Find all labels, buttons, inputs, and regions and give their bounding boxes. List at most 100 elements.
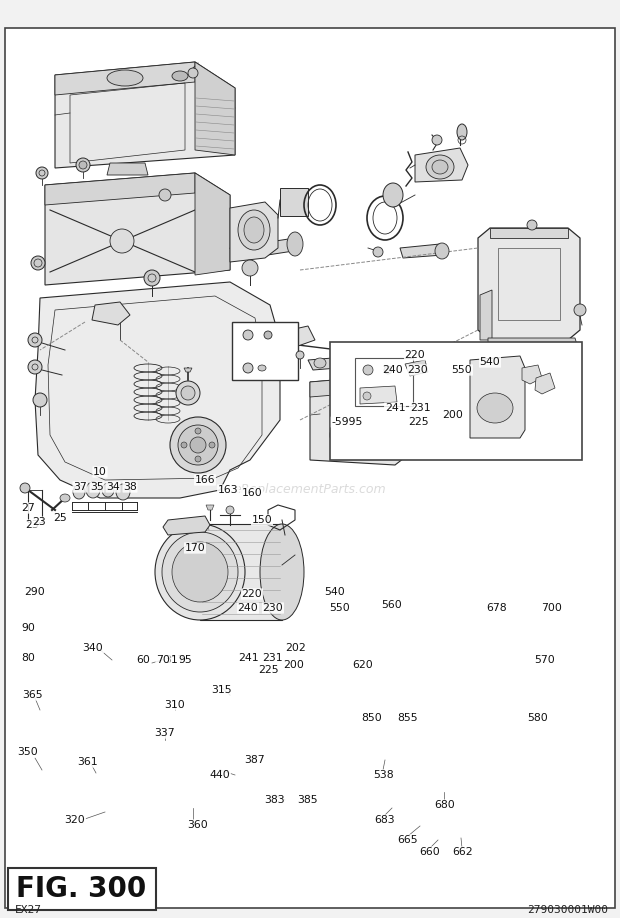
Text: 240: 240	[383, 365, 404, 375]
Ellipse shape	[238, 210, 270, 250]
Text: 241: 241	[237, 653, 259, 663]
Polygon shape	[230, 202, 278, 262]
Ellipse shape	[339, 424, 371, 446]
Text: 240: 240	[237, 603, 259, 613]
Polygon shape	[428, 408, 455, 430]
Ellipse shape	[155, 524, 245, 620]
Text: 150: 150	[252, 515, 272, 525]
Polygon shape	[360, 386, 397, 404]
Ellipse shape	[370, 377, 380, 387]
Text: 95: 95	[178, 655, 192, 665]
Text: 34: 34	[106, 482, 120, 492]
Ellipse shape	[86, 482, 100, 498]
Ellipse shape	[190, 437, 206, 453]
Polygon shape	[488, 338, 578, 348]
Text: 225: 225	[408, 417, 428, 427]
Ellipse shape	[457, 124, 467, 140]
Text: 850: 850	[361, 713, 383, 723]
Polygon shape	[490, 228, 568, 238]
Polygon shape	[400, 244, 443, 258]
Ellipse shape	[258, 365, 266, 371]
Text: 700: 700	[541, 603, 562, 613]
Ellipse shape	[195, 428, 201, 434]
Polygon shape	[310, 375, 395, 397]
Bar	[330, 342, 582, 460]
Text: 440: 440	[210, 770, 231, 780]
Polygon shape	[310, 375, 408, 465]
Ellipse shape	[432, 160, 448, 174]
Ellipse shape	[188, 68, 198, 78]
Text: 350: 350	[17, 747, 38, 757]
Text: 662: 662	[453, 847, 473, 857]
Text: 365: 365	[23, 690, 43, 700]
Text: 23: 23	[32, 517, 46, 527]
Text: 683: 683	[374, 815, 396, 825]
Ellipse shape	[242, 260, 258, 276]
Text: 620: 620	[353, 660, 373, 670]
Polygon shape	[308, 355, 375, 370]
Text: 10: 10	[93, 467, 107, 477]
Text: 317: 317	[165, 655, 185, 665]
Polygon shape	[195, 173, 230, 275]
Polygon shape	[405, 360, 428, 376]
Polygon shape	[470, 356, 525, 438]
Ellipse shape	[373, 247, 383, 257]
Ellipse shape	[31, 256, 45, 270]
Polygon shape	[184, 368, 192, 372]
Text: 855: 855	[397, 713, 419, 723]
Text: 60: 60	[136, 655, 150, 665]
Text: 27: 27	[21, 503, 35, 513]
Bar	[232, 322, 298, 380]
Polygon shape	[35, 282, 280, 498]
Ellipse shape	[28, 360, 42, 374]
Polygon shape	[233, 323, 298, 380]
Text: 200: 200	[283, 660, 304, 670]
Text: 38: 38	[123, 482, 137, 492]
Text: 230: 230	[407, 365, 428, 375]
Text: -5995: -5995	[331, 417, 363, 427]
Ellipse shape	[314, 358, 326, 368]
Text: 387: 387	[245, 755, 265, 765]
Bar	[498, 248, 560, 320]
Ellipse shape	[162, 532, 238, 612]
Text: 337: 337	[154, 728, 175, 738]
Ellipse shape	[176, 381, 200, 405]
Ellipse shape	[296, 351, 304, 359]
Ellipse shape	[79, 161, 87, 169]
Ellipse shape	[116, 484, 130, 500]
Text: 70: 70	[156, 655, 170, 665]
Ellipse shape	[574, 304, 586, 316]
Ellipse shape	[435, 243, 449, 259]
Polygon shape	[55, 62, 195, 95]
Text: 225: 225	[258, 665, 278, 675]
Text: 315: 315	[211, 685, 232, 695]
Polygon shape	[206, 505, 214, 510]
Bar	[280, 188, 308, 216]
Text: 340: 340	[82, 643, 104, 653]
Ellipse shape	[181, 442, 187, 448]
Ellipse shape	[33, 393, 47, 407]
Ellipse shape	[73, 485, 85, 499]
Polygon shape	[415, 148, 468, 182]
Ellipse shape	[20, 483, 30, 493]
Ellipse shape	[384, 366, 392, 374]
Ellipse shape	[159, 189, 171, 201]
Text: 170: 170	[185, 543, 205, 553]
Ellipse shape	[264, 331, 272, 339]
Text: 560: 560	[382, 600, 402, 610]
Ellipse shape	[527, 220, 537, 230]
Text: 25: 25	[53, 513, 67, 523]
Ellipse shape	[181, 386, 195, 400]
Polygon shape	[107, 163, 148, 175]
Text: 550: 550	[330, 603, 350, 613]
Polygon shape	[200, 524, 282, 620]
Polygon shape	[230, 238, 300, 260]
Text: 570: 570	[534, 655, 556, 665]
Ellipse shape	[260, 524, 304, 620]
Text: 37: 37	[73, 482, 87, 492]
Text: 540: 540	[325, 587, 345, 597]
Ellipse shape	[76, 158, 90, 172]
Text: 163: 163	[218, 485, 238, 495]
Text: 538: 538	[373, 770, 393, 780]
Ellipse shape	[60, 494, 70, 502]
